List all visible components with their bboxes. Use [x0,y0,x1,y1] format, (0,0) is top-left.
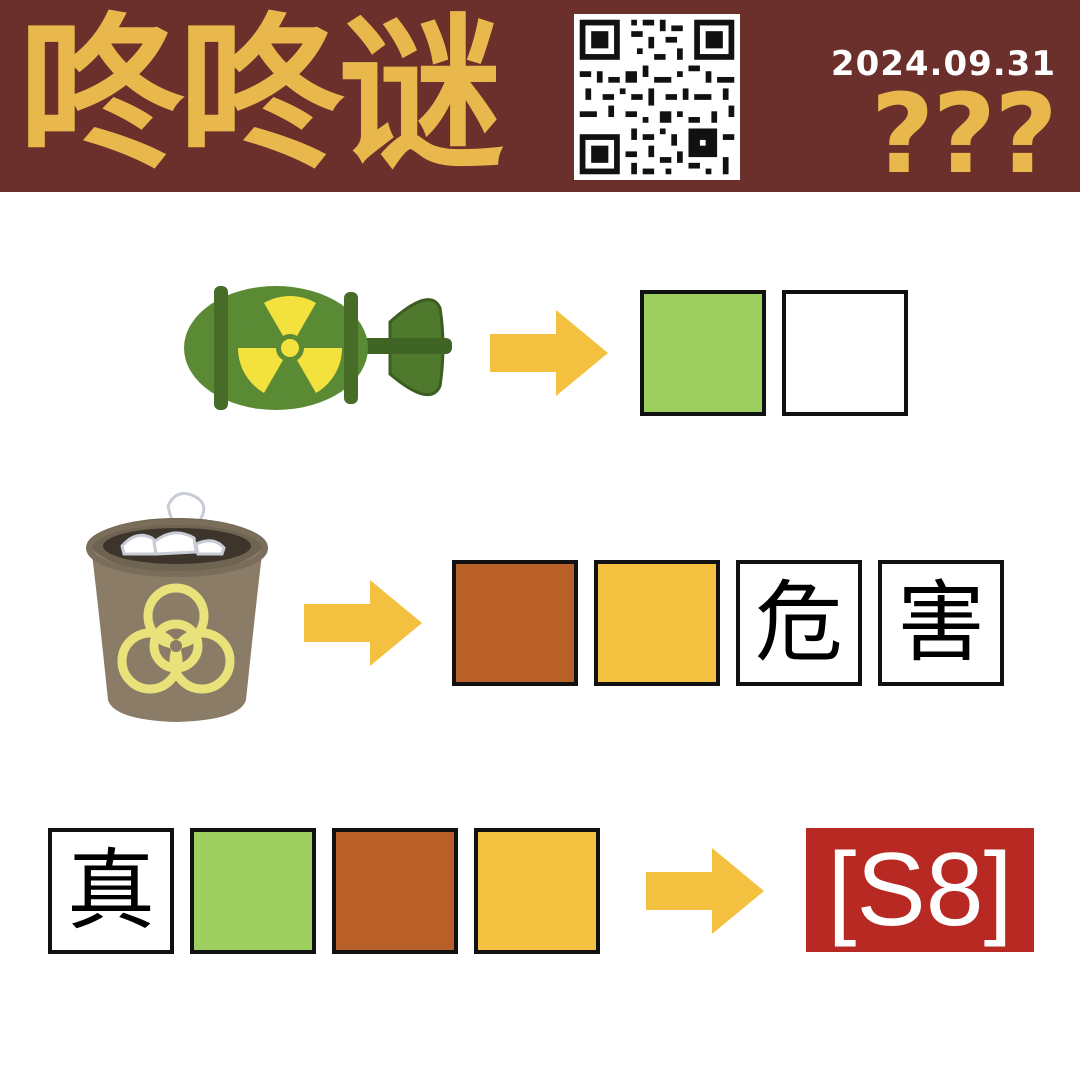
answer-box [474,828,600,954]
nuclear-bomb-icon [184,286,452,410]
char-box: 害 [878,560,1004,686]
char-box: 真 [48,828,174,954]
answer-box [452,560,578,686]
answer-box [332,828,458,954]
answer-box [594,560,720,686]
answer-label: [S8] [806,828,1034,952]
char-box: 危 [736,560,862,686]
answer-box [190,828,316,954]
answer-box [640,290,766,416]
question-marks: ??? [870,70,1058,198]
page-title: 咚咚谜 [18,0,504,192]
arrow-right-icon [304,580,422,666]
biohazard-trash-can-icon [86,492,268,722]
answer-box [782,290,908,416]
date-label: 2024.09.31 [830,44,1056,84]
arrow-right-icon [646,848,764,934]
qr-code-icon[interactable] [574,14,740,180]
arrow-right-icon [490,310,608,396]
header-banner: 咚咚谜 2024.09.31 ??? [0,0,1080,192]
